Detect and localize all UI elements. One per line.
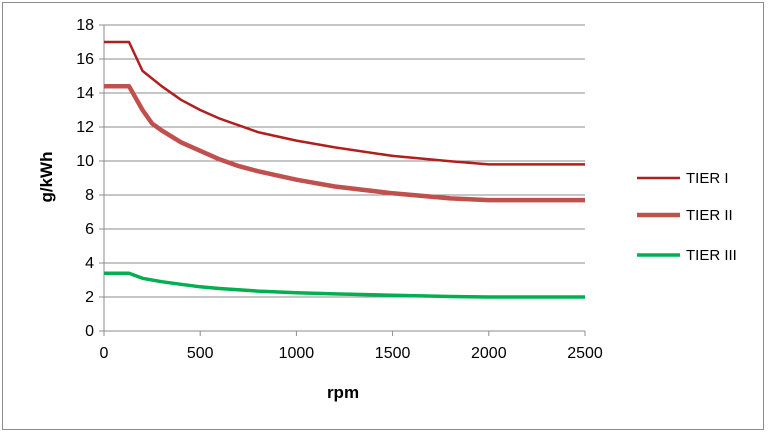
y-tick-label-8: 8 [85, 187, 94, 204]
x-axis-title: rpm [327, 383, 359, 402]
x-tick-label-0: 0 [100, 345, 109, 362]
y-tick-label-2: 2 [85, 289, 94, 306]
y-tick-labels: 0 2 4 6 8 10 12 14 16 18 [76, 17, 94, 340]
y-tick-label-18: 18 [76, 17, 94, 34]
y-tick-label-12: 12 [76, 119, 94, 136]
axes [99, 24, 586, 336]
y-tick-label-14: 14 [76, 85, 94, 102]
series-line-tier-ii [104, 83, 585, 203]
x-tick-label-2500: 2500 [567, 345, 603, 362]
y-tick-label-16: 16 [76, 51, 94, 68]
y-tick-label-10: 10 [76, 153, 94, 170]
x-tick-labels: 0 500 1000 1500 2000 2500 [100, 345, 603, 362]
y-tick-label-4: 4 [85, 255, 94, 272]
x-tick-label-1000: 1000 [279, 345, 315, 362]
series-line-tier-i [104, 40, 585, 166]
y-axis-title: g/kWh [37, 152, 56, 203]
legend-label-tier-ii: TIER II [686, 207, 733, 224]
grid-lines [104, 24, 585, 298]
x-tick-label-500: 500 [187, 345, 214, 362]
legend-label-tier-iii: TIER III [686, 247, 737, 264]
x-tick-label-1500: 1500 [375, 345, 411, 362]
series-lines [104, 40, 585, 299]
y-tick-label-0: 0 [85, 323, 94, 340]
series-line-tier-iii [104, 271, 585, 299]
x-tick-label-2000: 2000 [471, 345, 507, 362]
legend-label-tier-i: TIER I [686, 170, 729, 187]
y-tick-label-6: 6 [85, 221, 94, 238]
legend: TIER I TIER II TIER III [637, 170, 737, 264]
